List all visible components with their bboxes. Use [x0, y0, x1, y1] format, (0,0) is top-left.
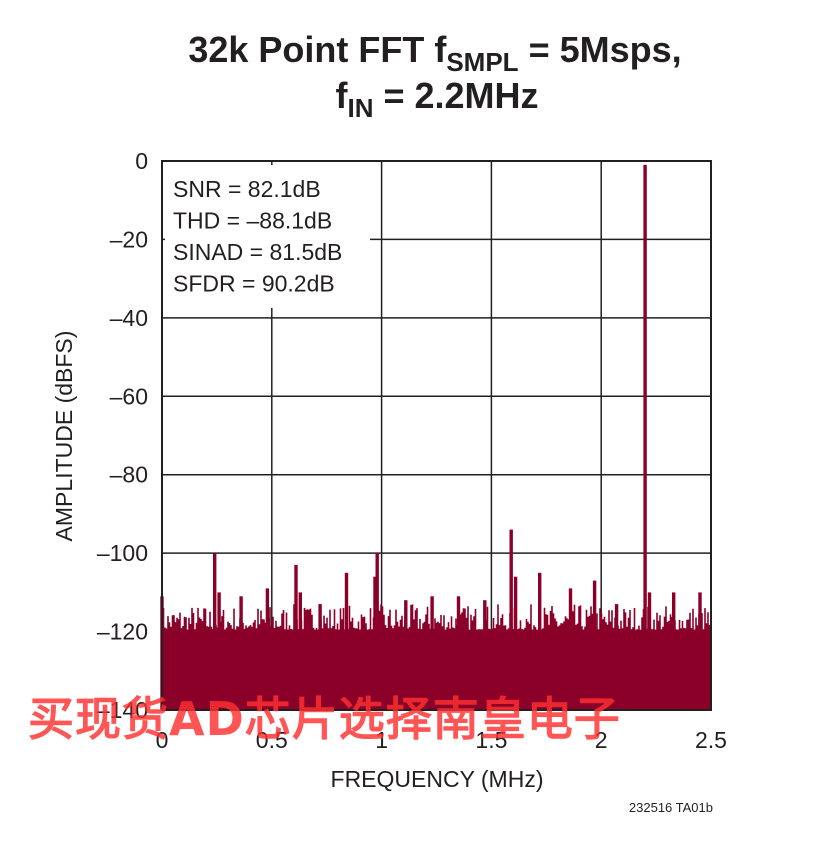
spur-bar: [344, 572, 349, 711]
x-tick-label: 1.5: [475, 727, 507, 753]
y-tick-label: –120: [97, 619, 148, 645]
spur-bar: [698, 592, 702, 710]
stats-line: SINAD = 81.5dB: [173, 239, 342, 265]
chart-title-line1: 32k Point FFT fSMPL = 5Msps,: [188, 29, 681, 77]
spur-bar: [404, 600, 408, 710]
x-tick-label: 0.5: [256, 727, 288, 753]
x-axis-label: FREQUENCY (MHz): [331, 766, 544, 792]
x-tick-label: 1: [375, 727, 388, 753]
x-tick-label: 2.5: [695, 727, 727, 753]
spur-bar: [318, 604, 322, 710]
spur-bar: [294, 564, 298, 710]
spur-bar: [373, 576, 377, 710]
spur-bar: [298, 592, 302, 710]
chart-title-line2: fIN = 2.2MHz: [335, 75, 538, 123]
spur-bar: [672, 592, 676, 710]
noise-floor: [161, 604, 711, 710]
spur-bar: [614, 604, 619, 710]
spur-bar: [239, 596, 243, 710]
spur-bar: [592, 580, 597, 710]
x-tick-label: 2: [595, 727, 608, 753]
y-axis-label: AMPLITUDE (dBFS): [51, 331, 77, 542]
y-tick-label: –140: [97, 697, 148, 723]
spur-bar: [568, 588, 573, 710]
stats-line: SNR = 82.1dB: [173, 176, 321, 202]
y-tick-label: –60: [110, 383, 148, 409]
x-axis-ticks: 0 0.5 1 1.5 2 2.5: [156, 727, 727, 753]
stats-line: THD = –88.1dB: [173, 208, 332, 234]
spur-bar: [375, 553, 379, 710]
y-tick-label: –100: [97, 540, 148, 566]
spur-bar: [213, 553, 217, 710]
spur-bar: [513, 576, 518, 710]
stats-box: [165, 165, 370, 308]
y-tick-label: –20: [110, 226, 148, 252]
spur-bar: [265, 588, 270, 710]
stats-block: SNR = 82.1dB THD = –88.1dB SINAD = 81.5dB S…: [173, 176, 342, 297]
x-tick-label: 0: [156, 727, 169, 753]
spur-bar: [538, 572, 542, 711]
y-tick-label: 0: [135, 148, 148, 174]
spur-bar: [483, 600, 487, 710]
spectrum-spurs: [160, 164, 702, 711]
stats-line: SFDR = 90.2dB: [173, 271, 335, 297]
spur-bar: [647, 592, 652, 710]
y-axis-ticks: 0 –20 –40 –60 –80 –100 –120 –140: [97, 148, 148, 723]
watermark: 买现货AD芯片选择南皇电子: [28, 692, 621, 746]
spur-bar: [430, 596, 434, 710]
spur-bar: [456, 596, 461, 710]
noise-floor-band: [162, 631, 711, 710]
spur-bar: [643, 164, 647, 710]
y-tick-label: –40: [110, 305, 148, 331]
spur-bar: [217, 592, 221, 710]
figure-id: 232516 TA01b: [629, 800, 713, 815]
y-tick-label: –80: [110, 462, 148, 488]
plot-frame: [161, 160, 712, 711]
spur-bar: [509, 529, 513, 710]
